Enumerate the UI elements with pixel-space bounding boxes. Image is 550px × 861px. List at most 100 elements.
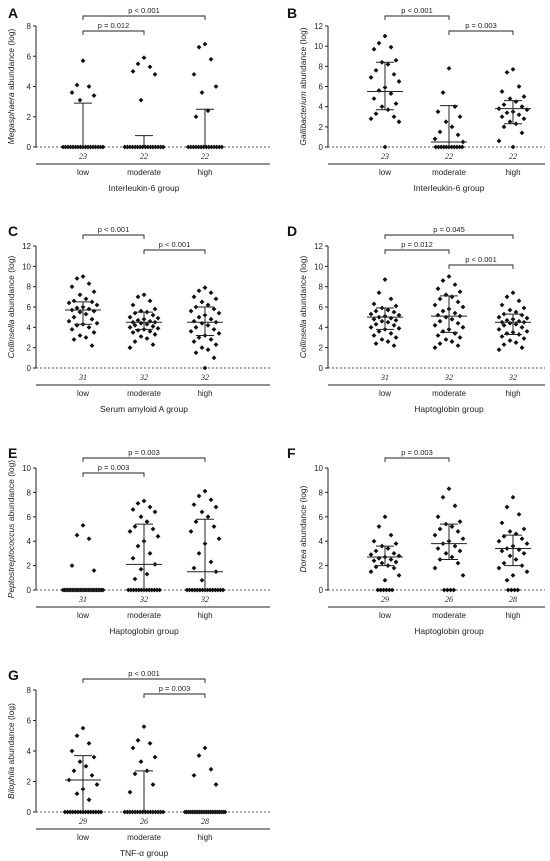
data-point (208, 497, 214, 503)
data-point (202, 488, 208, 494)
data-point (373, 341, 379, 346)
data-point (452, 543, 458, 549)
y-tick-label: 0 (319, 586, 324, 595)
data-point (385, 319, 391, 325)
significance-bracket (82, 15, 206, 20)
group-n-label: 28 (509, 595, 517, 604)
data-point (371, 333, 377, 338)
data-point (368, 75, 374, 80)
y-tick-label: 2 (319, 123, 324, 132)
data-point (127, 324, 133, 330)
data-point (127, 314, 133, 320)
x-category-label: high (197, 389, 212, 398)
data-point (396, 325, 402, 331)
data-point (393, 57, 399, 63)
data-point (94, 782, 100, 787)
y-tick-label: 2 (27, 344, 32, 353)
data-point (144, 519, 150, 525)
data-point (375, 587, 381, 593)
data-point (144, 321, 150, 327)
data-point (132, 322, 138, 328)
data-point (386, 587, 392, 593)
data-point (205, 587, 210, 593)
x-category-label: low (77, 833, 89, 842)
panel-g: G 0 2 4 6 8 29 26 28 low moderate high TNF-α group Bi… (6, 667, 270, 858)
x-category-label: low (379, 611, 391, 620)
data-point (388, 91, 394, 96)
data-point (457, 289, 463, 295)
data-point (77, 333, 83, 338)
significance-bracket (82, 30, 145, 35)
significance-bracket (143, 249, 206, 254)
data-point (376, 524, 382, 529)
data-point (516, 298, 522, 304)
data-point (100, 587, 106, 593)
data-point (449, 339, 455, 344)
data-point (519, 130, 525, 136)
data-point (504, 110, 510, 116)
data-point (132, 339, 138, 344)
data-point (69, 563, 75, 568)
data-point (496, 538, 502, 544)
data-point (507, 338, 513, 343)
data-point (519, 104, 525, 110)
data-point (207, 587, 213, 593)
x-category-label: high (197, 168, 212, 177)
y-tick-label: 4 (27, 747, 32, 756)
p-value-label: p = 0.003 (465, 21, 497, 30)
data-point (496, 138, 502, 144)
data-point (454, 144, 460, 150)
data-point (373, 111, 379, 117)
y-tick-label: 6 (27, 513, 32, 522)
data-point (205, 347, 211, 353)
data-point (501, 560, 507, 566)
data-point (157, 587, 162, 593)
data-point (368, 569, 374, 575)
data-point (435, 514, 441, 520)
data-point (213, 782, 219, 787)
data-point (368, 324, 374, 330)
data-point (122, 809, 128, 815)
panel-letter: G (8, 667, 19, 683)
data-point (391, 551, 397, 556)
data-point (160, 809, 166, 815)
y-tick-label: 2 (319, 562, 324, 571)
data-point (135, 61, 141, 67)
significance-bracket (384, 15, 450, 20)
data-point (75, 809, 81, 815)
y-axis-title-genus: Collinsella (298, 319, 308, 358)
data-point (220, 587, 226, 593)
data-point (89, 773, 95, 778)
y-tick-label: 8 (319, 283, 324, 292)
data-point (152, 332, 158, 337)
panel-e: E 0 2 4 6 8 10 31 32 32 low moderate high Haptoglobin… (6, 445, 270, 636)
data-point (440, 90, 446, 95)
data-point (437, 318, 443, 324)
data-point (138, 566, 144, 572)
data-point (513, 99, 519, 105)
data-point (150, 312, 156, 318)
data-point (210, 587, 216, 593)
y-tick-label: 2 (27, 562, 32, 571)
y-axis-title-rest: abundance (log) (6, 28, 16, 92)
x-category-label: moderate (127, 168, 161, 177)
data-point (371, 558, 377, 564)
data-point (524, 541, 530, 547)
data-point (516, 84, 522, 89)
data-point (441, 587, 447, 593)
data-point (213, 504, 219, 510)
data-point (393, 317, 399, 323)
data-point (388, 296, 394, 302)
data-point (152, 754, 158, 760)
panel-d: D 0 2 4 6 8 10 12 31 32 32 low moderate high Haptoglob… (287, 223, 545, 414)
data-point (521, 336, 527, 341)
y-tick-label: 10 (22, 464, 31, 473)
p-value-label: p = 0.012 (98, 21, 130, 30)
data-point (91, 568, 97, 573)
data-point (460, 572, 466, 578)
data-point (393, 335, 399, 340)
y-tick-label: 0 (27, 586, 32, 595)
y-axis-title-genus: Bilophila (6, 767, 16, 799)
data-point (193, 324, 199, 330)
data-point (200, 587, 205, 593)
